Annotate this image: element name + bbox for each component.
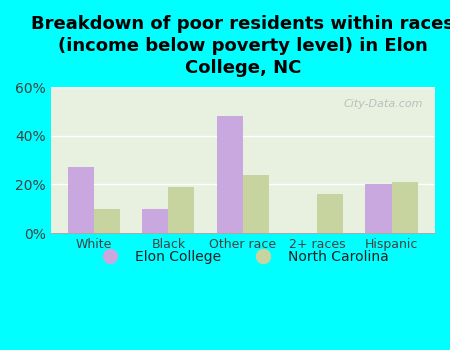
Title: Breakdown of poor residents within races
(income below poverty level) in Elon
Co: Breakdown of poor residents within races… xyxy=(32,15,450,77)
Bar xyxy=(243,175,269,233)
Bar xyxy=(317,194,343,233)
Legend: Elon College, North Carolina: Elon College, North Carolina xyxy=(91,245,395,270)
Bar xyxy=(217,117,243,233)
Bar xyxy=(168,187,194,233)
Bar xyxy=(392,182,418,233)
Text: City-Data.com: City-Data.com xyxy=(344,99,423,109)
Bar xyxy=(94,209,120,233)
Bar xyxy=(365,184,392,233)
Bar xyxy=(68,168,94,233)
Bar xyxy=(143,209,168,233)
